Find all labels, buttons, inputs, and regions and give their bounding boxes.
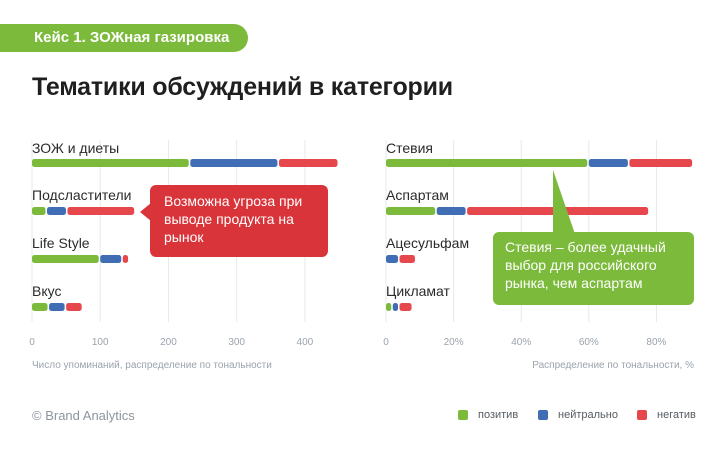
x-axis-title: Число упоминаний, распределение по тонал… (32, 360, 272, 371)
x-tick-label: 100 (92, 337, 109, 348)
x-tick-label: 200 (160, 337, 177, 348)
x-tick-label: 20% (444, 337, 464, 348)
bar-segment-positive (386, 207, 436, 215)
bar-segment-neutral (190, 159, 278, 167)
bar-segment-positive (386, 159, 588, 167)
bar-segment-positive (32, 207, 46, 215)
page-title: Тематики обсуждений в категории (32, 73, 453, 101)
case-badge: Кейс 1. ЗОЖная газировка (0, 24, 248, 52)
bar-segment-neutral (47, 207, 66, 215)
bar-segment-positive (386, 303, 392, 311)
bar-segment-positive (32, 159, 189, 167)
category-label: Аспартам (386, 187, 449, 203)
legend-item-neutral: нейтрально (538, 409, 618, 421)
callout-threat-text: Возможна угроза при выводе продукта на р… (164, 193, 303, 245)
legend-label-positive: позитив (478, 409, 519, 421)
bar-segment-neutral (588, 159, 628, 167)
category-label: Ацесульфам (386, 235, 469, 251)
bar-segment-negative (67, 207, 135, 215)
legend-label-negative: негатив (657, 409, 696, 421)
callout-stevia: Стевия – более удачный выбор для российс… (493, 170, 694, 305)
callout-pointer (140, 203, 151, 221)
x-tick-label: 80% (646, 337, 666, 348)
category-label: Стевия (386, 140, 433, 156)
legend-swatch-neutral (538, 410, 548, 420)
bar-segment-negative (399, 255, 415, 263)
callout-stevia-text: Стевия – более удачный выбор для российс… (505, 239, 666, 291)
copyright: © Brand Analytics (32, 408, 135, 423)
category-label: ЗОЖ и диеты (32, 140, 119, 156)
x-tick-label: 60% (579, 337, 599, 348)
bar-segment-neutral (386, 255, 399, 263)
bar-segment-neutral (100, 255, 122, 263)
x-axis-title: Распределение по тональности, % (532, 360, 694, 371)
bar-segment-neutral (49, 303, 65, 311)
x-tick-label: 0 (29, 337, 35, 348)
bar-segment-negative (278, 159, 338, 167)
category-label: Цикламат (386, 283, 451, 299)
callout-threat: Возможна угроза при выводе продукта на р… (140, 185, 328, 257)
bar-segment-negative (399, 303, 412, 311)
legend-item-negative: негатив (637, 409, 696, 421)
bar-segment-negative (122, 255, 129, 263)
bar-segment-neutral (392, 303, 399, 311)
category-label: Вкус (32, 283, 61, 299)
legend-swatch-positive (458, 410, 468, 420)
category-label: Life Style (32, 235, 90, 251)
bar-segment-neutral (436, 207, 466, 215)
x-tick-label: 40% (511, 337, 531, 348)
bar-segment-positive (32, 303, 48, 311)
bar-segment-positive (32, 255, 99, 263)
bar-segment-negative (66, 303, 82, 311)
legend-swatch-negative (637, 410, 647, 420)
legend-label-neutral: нейтрально (558, 409, 618, 421)
legend-item-positive: позитив (458, 409, 518, 421)
x-tick-label: 400 (297, 337, 314, 348)
bar-segment-negative (629, 159, 693, 167)
chart-mentions: 0 100 200 300 400 Число упоминаний, распредел… (29, 140, 338, 371)
x-tick-label: 0 (383, 337, 389, 348)
category-label: Подсластители (32, 187, 131, 203)
x-tick-label: 300 (228, 337, 245, 348)
